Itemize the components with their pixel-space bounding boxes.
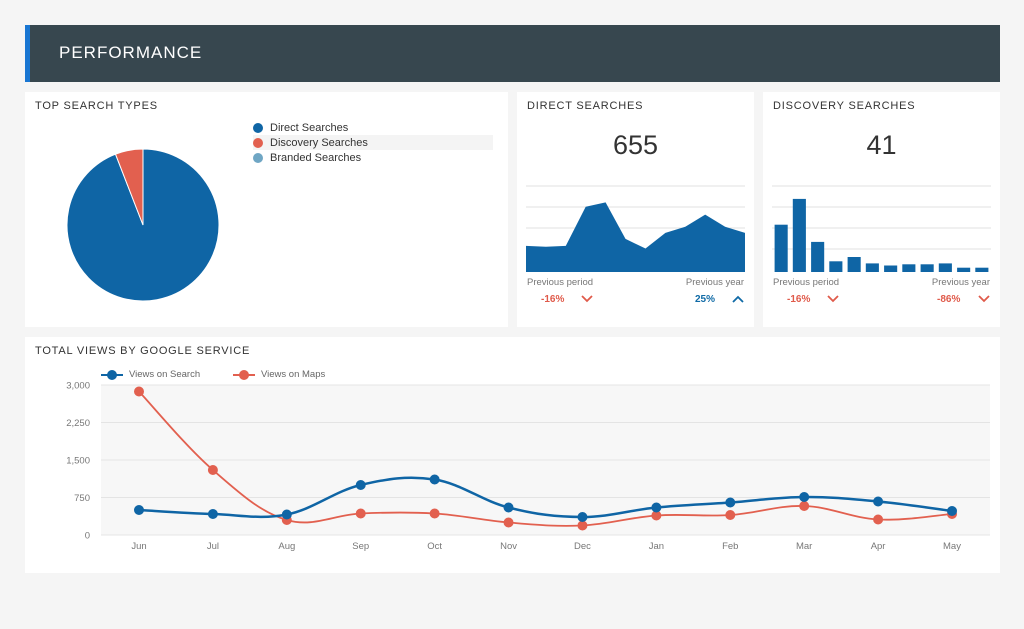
views-on-search-point[interactable] bbox=[355, 480, 366, 490]
legend-swatch-maps bbox=[233, 369, 255, 380]
y-tick-label: 750 bbox=[74, 493, 90, 504]
discovery-bar[interactable] bbox=[847, 257, 861, 272]
chevron-up-icon bbox=[732, 295, 744, 303]
x-tick-label: Feb bbox=[722, 541, 738, 552]
legend-label-branded: Branded Searches bbox=[270, 151, 362, 164]
views-on-maps-point[interactable] bbox=[799, 501, 810, 511]
views-on-search-point[interactable] bbox=[873, 496, 884, 507]
views-on-search-point[interactable] bbox=[281, 509, 292, 520]
total-views-card: TOTAL VIEWS BY GOOGLE SERVICE Views on S… bbox=[25, 337, 1000, 573]
views-on-maps-point[interactable] bbox=[134, 386, 144, 397]
chevron-down-icon bbox=[978, 295, 990, 303]
discovery-searches-card: DISCOVERY SEARCHES 41 Previous period Pr… bbox=[763, 92, 1000, 327]
discovery-searches-bar-chart bbox=[772, 185, 991, 272]
legend-swatch-search bbox=[101, 369, 123, 380]
views-on-maps-point[interactable] bbox=[651, 510, 662, 521]
direct-searches-value: 655 bbox=[612, 130, 659, 160]
discovery-bar[interactable] bbox=[938, 263, 952, 272]
views-on-search-point[interactable] bbox=[725, 497, 736, 508]
y-tick-label: 0 bbox=[85, 531, 90, 542]
top-search-types-pie-chart bbox=[66, 148, 220, 302]
views-on-maps-point[interactable] bbox=[577, 520, 588, 531]
direct-prev-period-value: -16% bbox=[541, 294, 565, 305]
x-tick-label: May bbox=[943, 541, 961, 552]
legend-label-search: Views on Search bbox=[129, 369, 201, 380]
legend-dot-branded bbox=[253, 152, 263, 163]
discovery-bar[interactable] bbox=[865, 263, 879, 272]
x-tick-label: Aug bbox=[278, 541, 295, 552]
legend-item-branded[interactable]: Branded Searches bbox=[253, 150, 493, 165]
legend-label-discovery: Discovery Searches bbox=[270, 136, 368, 149]
discovery-prev-period-value: -16% bbox=[787, 294, 811, 305]
views-on-maps-point[interactable] bbox=[725, 510, 736, 520]
legend-item-direct[interactable]: Direct Searches bbox=[253, 120, 493, 135]
direct-searches-area-chart bbox=[526, 185, 745, 272]
x-tick-label: Sep bbox=[352, 541, 369, 552]
x-tick-label: Dec bbox=[574, 541, 591, 552]
views-on-search-point[interactable] bbox=[799, 492, 810, 502]
direct-searches-title: DIRECT SEARCHES bbox=[527, 100, 644, 112]
x-tick-label: Apr bbox=[871, 541, 886, 552]
top-search-types-card: TOP SEARCH TYPES Direct Searches Discove… bbox=[25, 92, 508, 327]
legend-item-views-on-search[interactable]: Views on Search bbox=[101, 369, 200, 380]
views-on-search-point[interactable] bbox=[429, 474, 440, 485]
legend-item-views-on-maps[interactable]: Views on Maps bbox=[233, 369, 325, 380]
discovery-bar[interactable] bbox=[811, 241, 825, 272]
pie-legend: Direct Searches Discovery Searches Brand… bbox=[253, 120, 493, 165]
views-on-maps-point[interactable] bbox=[503, 517, 514, 528]
legend-label-direct: Direct Searches bbox=[270, 121, 349, 134]
discovery-bar[interactable] bbox=[957, 267, 971, 272]
chevron-down-icon bbox=[581, 295, 593, 303]
x-tick-label: Jun bbox=[131, 541, 146, 552]
performance-header: PERFORMANCE bbox=[25, 25, 1000, 82]
legend-dot-direct bbox=[253, 122, 263, 133]
direct-prev-period-label: Previous period bbox=[527, 277, 594, 288]
views-on-search-point[interactable] bbox=[134, 505, 144, 515]
discovery-bar[interactable] bbox=[829, 261, 843, 272]
views-on-maps-point[interactable] bbox=[355, 508, 366, 519]
page-title: PERFORMANCE bbox=[59, 43, 203, 62]
discovery-searches-value: 41 bbox=[866, 130, 897, 160]
discovery-bar[interactable] bbox=[792, 198, 806, 272]
direct-prev-year-label: Previous year bbox=[685, 277, 744, 288]
discovery-bar[interactable] bbox=[975, 267, 989, 272]
y-tick-label: 2,250 bbox=[66, 418, 90, 429]
y-tick-label: 1,500 bbox=[66, 456, 90, 467]
views-on-search-point[interactable] bbox=[503, 502, 514, 513]
top-search-types-title: TOP SEARCH TYPES bbox=[35, 100, 158, 112]
views-on-search-point[interactable] bbox=[651, 502, 662, 513]
discovery-searches-title: DISCOVERY SEARCHES bbox=[773, 100, 916, 112]
total-views-line-chart: 0 750 1,500 2,250 3,000 Jun Jul Aug Sep Oct Nov Dec… bbox=[66, 381, 990, 552]
discovery-bar[interactable] bbox=[902, 264, 916, 272]
direct-searches-area bbox=[526, 202, 745, 272]
pie-slice-discovery[interactable] bbox=[114, 148, 144, 226]
x-tick-label: Mar bbox=[796, 541, 812, 552]
x-tick-label: Oct bbox=[427, 541, 442, 552]
chevron-down-icon bbox=[827, 295, 839, 303]
views-on-search-point[interactable] bbox=[577, 512, 588, 522]
x-tick-label: Jul bbox=[207, 541, 219, 552]
views-on-maps-point[interactable] bbox=[873, 514, 884, 525]
direct-searches-card: DIRECT SEARCHES 655 Previous period Prev… bbox=[517, 92, 754, 327]
discovery-bar[interactable] bbox=[774, 224, 788, 272]
x-tick-label: Jan bbox=[649, 541, 664, 552]
header-accent-bar bbox=[25, 25, 30, 82]
discovery-prev-year-value: -86% bbox=[937, 294, 961, 305]
views-on-search-point[interactable] bbox=[947, 506, 957, 516]
direct-prev-year-value: 25% bbox=[695, 294, 716, 305]
views-on-maps-point[interactable] bbox=[429, 508, 440, 519]
views-on-search-point[interactable] bbox=[207, 509, 218, 519]
views-on-maps-point[interactable] bbox=[207, 465, 218, 475]
total-views-title: TOTAL VIEWS BY GOOGLE SERVICE bbox=[35, 345, 251, 357]
discovery-bar[interactable] bbox=[920, 264, 934, 272]
discovery-prev-period-label: Previous period bbox=[773, 277, 840, 288]
y-tick-label: 3,000 bbox=[66, 381, 90, 392]
legend-label-maps: Views on Maps bbox=[261, 369, 326, 380]
x-tick-label: Nov bbox=[500, 541, 517, 552]
legend-dot-discovery bbox=[253, 137, 263, 148]
discovery-bar[interactable] bbox=[884, 265, 898, 273]
discovery-prev-year-label: Previous year bbox=[931, 277, 990, 288]
legend-item-discovery[interactable]: Discovery Searches bbox=[253, 135, 493, 150]
